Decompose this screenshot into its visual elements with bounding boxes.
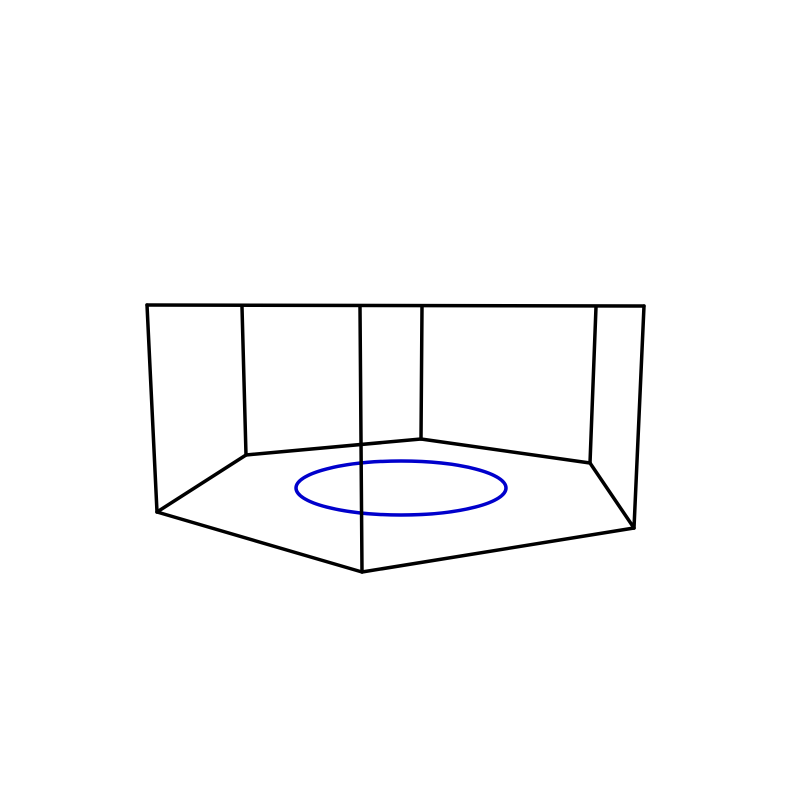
top-edge: [145, 303, 646, 308]
front-base-edges: [155, 461, 636, 574]
vertical-edge-front: [358, 305, 364, 574]
hidden-base-edges: [155, 437, 592, 514]
vertical-edge-right: [632, 304, 646, 530]
base-edge-right: [588, 461, 636, 530]
base-edge-back-center: [244, 437, 423, 457]
vertical-edges: [145, 303, 646, 574]
top-edges: [145, 303, 646, 308]
inscribed-circle: [294, 459, 508, 517]
base-edge-back-right: [419, 437, 592, 465]
base-edge-front-left: [155, 510, 364, 574]
base-edge-back-left: [155, 453, 248, 514]
vertical-edge-back-right: [588, 305, 598, 465]
vertical-edge-back-left: [240, 305, 248, 457]
vertical-edge-back-center: [419, 305, 424, 441]
base-edge-front-right: [360, 526, 636, 574]
vertical-edge-left: [145, 303, 159, 514]
